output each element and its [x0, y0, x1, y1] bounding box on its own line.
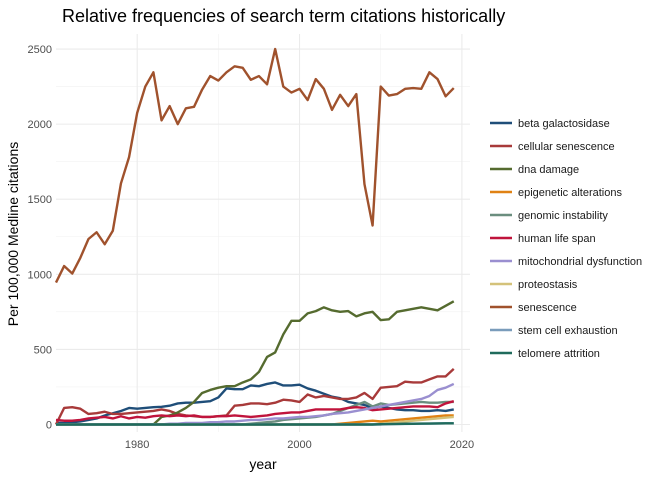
y-tick-label: 1500 [28, 194, 52, 206]
y-axis-ticks: 0 500 1000 1500 2000 2500 [28, 44, 52, 431]
legend-label: senescence [518, 302, 577, 314]
chart-title: Relative frequencies of search term cita… [62, 6, 505, 26]
legend-label: mitochondrial dysfunction [518, 256, 642, 268]
series-line-human-life-span [55, 400, 455, 422]
legend-label: proteostasis [518, 279, 578, 291]
series-lines [54, 47, 455, 426]
y-tick-label: 2500 [28, 44, 52, 56]
series-line-cellular-senescence [54, 368, 455, 426]
grid [56, 34, 470, 432]
legend-label: genomic instability [518, 210, 608, 222]
series-line-telomere-attrition [56, 422, 454, 426]
legend: beta galactosidase cellular senescence dna… [490, 118, 642, 360]
legend-label: stem cell exhaustion [518, 325, 618, 337]
x-tick-label: 1980 [125, 439, 149, 451]
x-tick-label: 2020 [450, 439, 474, 451]
y-axis-title: Per 100,000 Medline citations [5, 142, 21, 326]
y-tick-label: 1000 [28, 269, 52, 281]
y-tick-label: 2000 [28, 119, 52, 131]
legend-label: telomere attrition [518, 348, 600, 360]
x-tick-label: 2000 [287, 439, 311, 451]
y-tick-label: 0 [46, 419, 52, 431]
y-tick-label: 500 [34, 344, 52, 356]
x-axis-ticks: 1980 2000 2020 [125, 439, 474, 451]
legend-label: beta galactosidase [518, 118, 610, 130]
legend-label: dna damage [518, 164, 579, 176]
x-axis-title: year [249, 456, 277, 472]
legend-label: epigenetic alterations [518, 187, 622, 199]
legend-label: human life span [518, 233, 596, 245]
legend-label: cellular senescence [518, 141, 615, 153]
series-line-dna-damage [56, 300, 455, 426]
series-line-senescence [54, 47, 455, 284]
